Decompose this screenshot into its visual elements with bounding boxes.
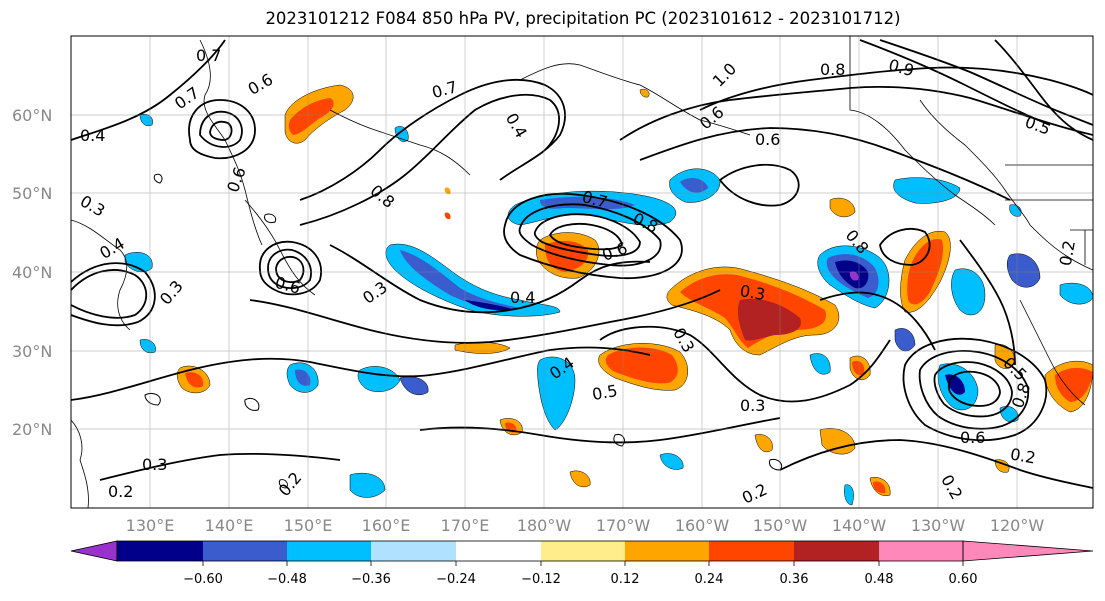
lon-label: 160°W <box>675 516 730 535</box>
islands <box>144 173 783 489</box>
gridlines <box>71 36 1093 508</box>
lat-axis: 60°N 50°N 40°N 30°N 20°N <box>12 106 52 439</box>
contour-label: 0.7 <box>196 46 221 65</box>
colorbar-tick-label: −0.36 <box>351 572 391 587</box>
colorbar-extend-high <box>962 540 1094 562</box>
precip-shading <box>124 84 1093 506</box>
contour-label: 0.2 <box>108 482 133 501</box>
colorbar-tick-label: −0.12 <box>521 572 561 587</box>
map-title: 2023101212 F084 850 hPa PV, precipitatio… <box>265 9 901 28</box>
lon-label: 160°E <box>362 516 411 535</box>
colorbar-segment <box>203 541 287 561</box>
lon-label: 150°E <box>284 516 333 535</box>
lon-axis: 130°E 140°E 150°E 160°E 170°E 180°W 170°… <box>126 516 1045 535</box>
contour-labels: 0.7 0.6 0.4 0.7 0.7 1.0 0.8 0.9 0.3 0.8 … <box>77 46 1079 508</box>
contour-label: 0.4 <box>80 126 105 145</box>
colorbar-ticks <box>202 561 964 566</box>
colorbar-segment <box>287 541 371 561</box>
plot-border <box>70 35 1094 509</box>
colorbar-tick-label: −0.48 <box>267 572 307 587</box>
colorbar-segment <box>117 541 203 561</box>
colorbar-segment <box>541 541 625 561</box>
lon-label: 170°W <box>596 516 651 535</box>
contour-label: 0.2 <box>1056 239 1079 267</box>
lon-label: 140°E <box>205 516 254 535</box>
colorbar-tick-label: −0.24 <box>436 572 476 587</box>
colorbar-segment <box>709 541 794 561</box>
pv-contours <box>71 39 1093 489</box>
lon-label: 120°W <box>990 516 1045 535</box>
contour-label: 0.8 <box>820 60 845 79</box>
lon-label: 130°W <box>911 516 966 535</box>
contour-label: 0.3 <box>740 396 765 415</box>
contour-label: 0.6 <box>960 428 985 447</box>
lat-label: 50°N <box>12 184 52 203</box>
colorbar-extend-low <box>70 540 118 562</box>
lat-label: 40°N <box>12 263 52 282</box>
lon-label: 150°W <box>753 516 808 535</box>
colorbar-segment <box>879 541 963 561</box>
colorbar-tick-label: 0.36 <box>780 572 809 587</box>
colorbar-segment <box>371 541 456 561</box>
contour-label: 0.4 <box>510 288 535 307</box>
colorbar-tick-label: 0.24 <box>695 572 724 587</box>
contour-label: 0.5 <box>591 381 619 404</box>
colorbar-segment <box>625 541 709 561</box>
lat-label: 60°N <box>12 106 52 125</box>
lat-label: 30°N <box>12 342 52 361</box>
contour-label: 0.3 <box>738 281 766 304</box>
lon-label: 180°W <box>517 516 572 535</box>
lat-label: 20°N <box>12 420 52 439</box>
lon-label: 130°E <box>126 516 175 535</box>
contour-label: 0.2 <box>1009 444 1037 467</box>
colorbar-tick-label: −0.60 <box>183 572 223 587</box>
contour-label: 0.6 <box>755 130 780 149</box>
colorbar-segment <box>794 541 879 561</box>
colorbar: −0.60 −0.48 −0.36 −0.24 −0.12 0.12 0.24 … <box>70 540 1094 587</box>
colorbar-segment <box>456 541 541 561</box>
colorbar-tick-label: 0.48 <box>865 572 894 587</box>
contour-label: 0.3 <box>142 455 167 474</box>
lon-label: 140°W <box>832 516 887 535</box>
lon-label: 170°E <box>441 516 490 535</box>
colorbar-tick-label: 0.60 <box>949 572 978 587</box>
colorbar-tick-label: 0.12 <box>611 572 640 587</box>
